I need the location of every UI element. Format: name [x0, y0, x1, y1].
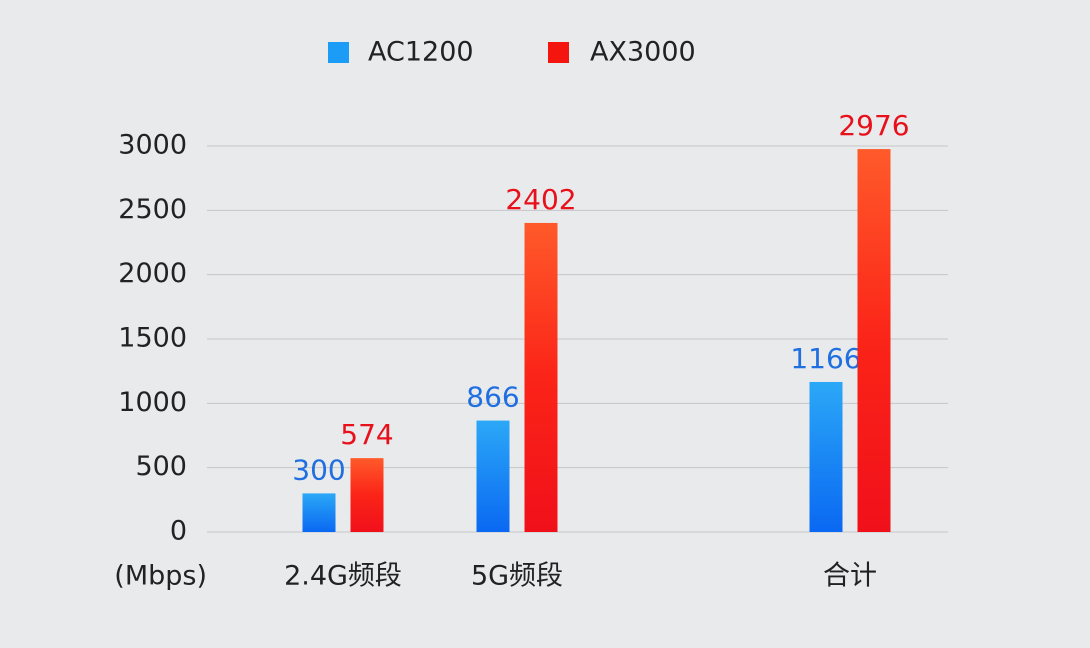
y-tick-label: 500 — [135, 451, 187, 482]
y-tick-label: 1000 — [118, 387, 187, 418]
y-tick-label: 1500 — [118, 323, 187, 354]
bar — [476, 420, 510, 532]
value-label: 2402 — [505, 183, 576, 216]
y-tick-label: 2000 — [118, 258, 187, 289]
bar — [809, 381, 843, 532]
bar — [302, 493, 336, 532]
legend-swatch — [548, 42, 569, 63]
y-tick-label: 3000 — [118, 130, 187, 161]
value-label: 1166 — [790, 342, 861, 375]
value-label: 574 — [340, 418, 393, 451]
x-tick-label: 2.4G频段 — [284, 561, 402, 592]
legend-label: AX3000 — [590, 37, 696, 68]
legend-label: AC1200 — [368, 37, 474, 68]
bar — [524, 222, 558, 532]
y-unit-label: (Mbps) — [114, 561, 207, 592]
value-label: 300 — [292, 453, 345, 486]
bar — [857, 149, 891, 532]
y-tick-label: 0 — [170, 516, 187, 547]
y-tick-label: 2500 — [118, 194, 187, 225]
bar — [350, 458, 384, 532]
x-tick-label: 5G频段 — [471, 561, 563, 592]
legend-swatch — [328, 42, 349, 63]
value-label: 866 — [466, 381, 519, 414]
value-label: 2976 — [838, 109, 909, 142]
x-tick-label: 合计 — [823, 561, 877, 592]
